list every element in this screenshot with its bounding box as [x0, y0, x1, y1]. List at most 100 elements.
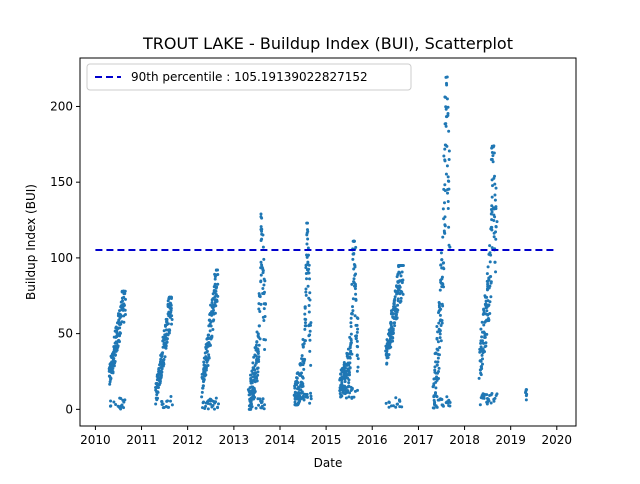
data-point — [489, 401, 493, 405]
data-point — [491, 154, 495, 158]
data-point — [487, 318, 491, 322]
data-point — [432, 406, 436, 410]
data-point — [479, 341, 483, 345]
data-point — [156, 396, 160, 400]
data-point — [343, 366, 347, 370]
data-point — [353, 287, 357, 291]
y-axis: 0 50 100 150 200 — [50, 99, 80, 416]
data-point — [295, 383, 299, 387]
data-point — [445, 395, 449, 399]
data-point — [166, 322, 170, 326]
data-point — [263, 315, 267, 319]
data-point — [348, 356, 352, 360]
data-point — [166, 399, 170, 403]
data-point — [482, 323, 486, 327]
data-point — [309, 363, 313, 367]
data-point — [260, 227, 264, 231]
data-point — [443, 189, 447, 193]
data-point — [393, 321, 397, 325]
data-point — [524, 398, 528, 402]
data-point — [259, 302, 263, 306]
data-point — [488, 275, 492, 279]
data-point — [259, 260, 263, 264]
data-point — [259, 279, 263, 283]
data-point — [351, 257, 355, 261]
data-point — [391, 327, 395, 331]
data-point — [255, 340, 259, 344]
data-point — [156, 390, 160, 394]
x-tick-label: 2014 — [265, 433, 296, 447]
data-point — [114, 402, 118, 406]
data-point — [396, 297, 400, 301]
legend-label: 90th percentile : 105.19139022827152 — [131, 70, 368, 84]
data-point — [205, 349, 209, 353]
data-point — [208, 329, 212, 333]
data-point — [484, 302, 488, 306]
data-point — [164, 328, 168, 332]
data-point — [352, 239, 356, 243]
data-point — [478, 403, 482, 407]
data-point — [262, 290, 266, 294]
data-point — [263, 338, 267, 342]
x-axis-label: Date — [314, 456, 343, 470]
data-point — [398, 399, 402, 403]
data-point — [263, 279, 267, 283]
data-point — [442, 285, 446, 289]
data-point — [307, 277, 311, 281]
data-point — [308, 291, 312, 295]
data-point — [119, 314, 123, 318]
data-point — [201, 384, 205, 388]
data-point — [446, 105, 450, 109]
data-point — [355, 323, 359, 327]
data-point — [295, 376, 299, 380]
data-point — [494, 237, 498, 241]
data-point — [439, 324, 443, 328]
data-point — [254, 343, 258, 347]
data-point — [393, 305, 397, 309]
data-point — [441, 207, 445, 211]
data-point — [350, 387, 354, 391]
data-point — [480, 357, 484, 361]
data-point — [263, 403, 267, 407]
data-point — [446, 191, 450, 195]
data-point — [385, 345, 389, 349]
data-point — [350, 312, 354, 316]
legend-box — [86, 63, 412, 91]
data-point — [399, 296, 403, 300]
data-point — [249, 373, 253, 377]
data-point — [306, 237, 310, 241]
data-point — [161, 351, 165, 355]
data-point — [393, 289, 397, 293]
data-point — [434, 386, 438, 390]
data-point — [109, 404, 113, 408]
data-point — [215, 285, 219, 289]
data-point — [301, 382, 305, 386]
data-point — [436, 356, 440, 360]
data-point — [264, 302, 268, 306]
data-point — [253, 390, 257, 394]
data-point — [351, 305, 355, 309]
data-point — [123, 289, 127, 293]
data-point — [122, 406, 126, 410]
data-point — [490, 225, 494, 229]
data-point — [385, 362, 389, 366]
data-point — [481, 362, 485, 366]
data-point — [259, 212, 263, 216]
data-point — [438, 288, 442, 292]
data-point — [253, 368, 257, 372]
data-point — [436, 340, 440, 344]
data-point — [309, 397, 313, 401]
data-point — [442, 267, 446, 271]
data-point — [204, 368, 208, 372]
data-point — [122, 303, 126, 307]
data-point — [490, 195, 494, 199]
data-point — [215, 405, 219, 409]
data-point — [483, 350, 487, 354]
data-point — [209, 402, 213, 406]
data-point — [490, 391, 494, 395]
data-point — [300, 354, 304, 358]
data-point — [349, 349, 353, 353]
data-point — [477, 376, 481, 380]
data-point — [261, 266, 265, 270]
